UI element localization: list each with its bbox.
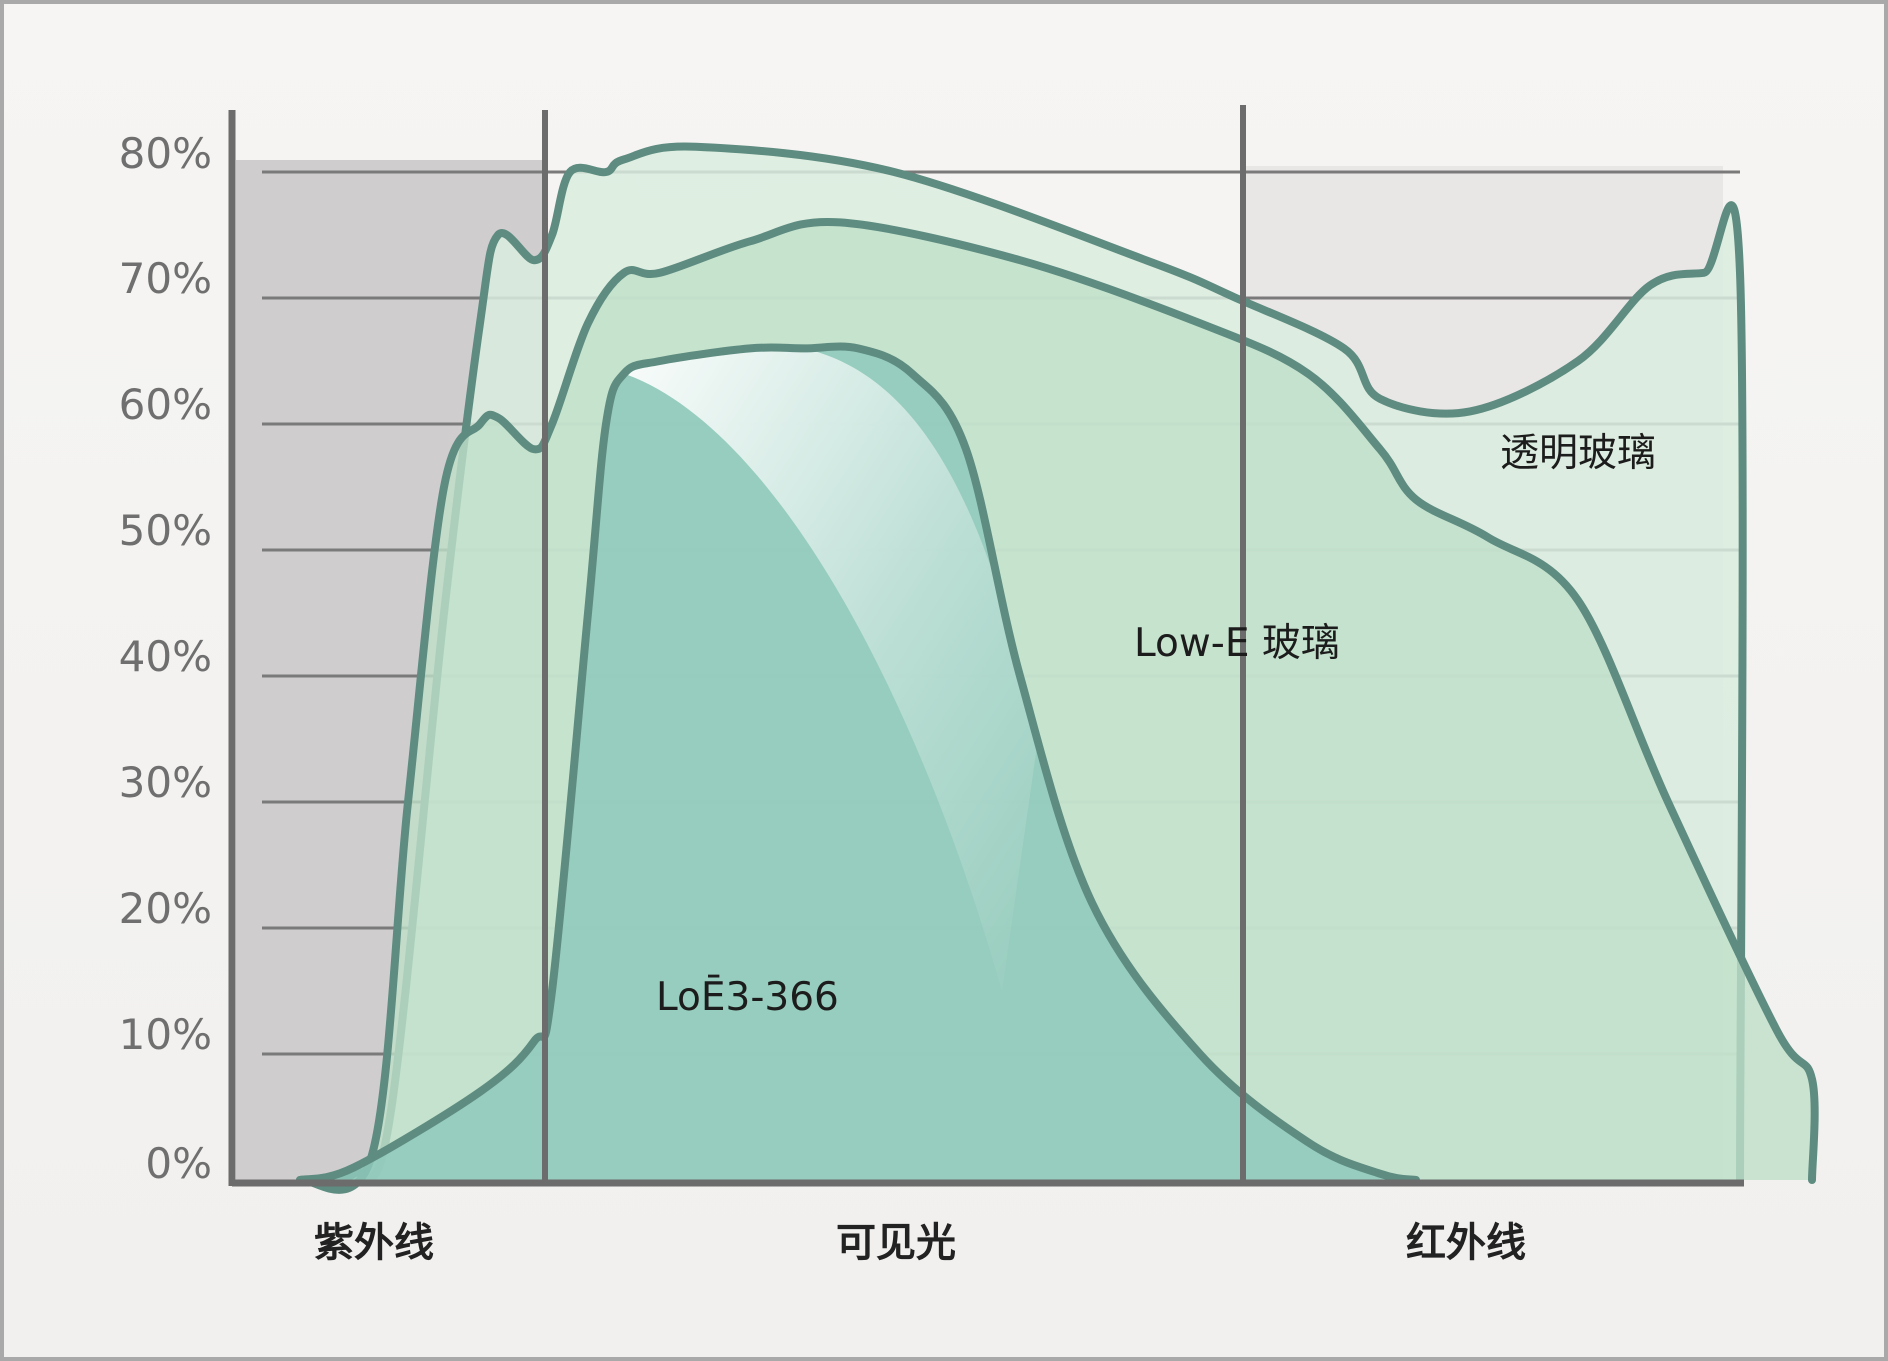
series-label-lowe-glass: Low-E 玻璃	[1134, 621, 1340, 666]
ytick-label: 10%	[119, 1010, 212, 1059]
y-axis-ticks: 80% 70% 60% 50% 40% 30% 20% 10% 0%	[119, 129, 212, 1188]
ytick-label: 80%	[119, 129, 212, 178]
ytick-label: 40%	[119, 632, 212, 681]
ytick-label: 70%	[119, 254, 212, 303]
ytick-label: 20%	[119, 884, 212, 933]
series-label-clear-glass: 透明玻璃	[1500, 431, 1656, 476]
series-area-loe3-366	[300, 346, 1416, 1180]
ytick-label: 30%	[119, 758, 212, 807]
region-label-visible: 可见光	[836, 1220, 956, 1266]
ytick-label: 50%	[119, 506, 212, 555]
loe3-366-highlight	[624, 348, 1038, 991]
series-label-loe3-366: LoĒ3-366	[656, 975, 839, 1020]
region-label-uv: 紫外线	[314, 1220, 434, 1266]
ytick-label: 0%	[145, 1139, 212, 1188]
region-label-ir: 红外线	[1406, 1220, 1526, 1266]
ytick-label: 60%	[119, 380, 212, 429]
series-line-lowe-glass	[296, 217, 1819, 1194]
